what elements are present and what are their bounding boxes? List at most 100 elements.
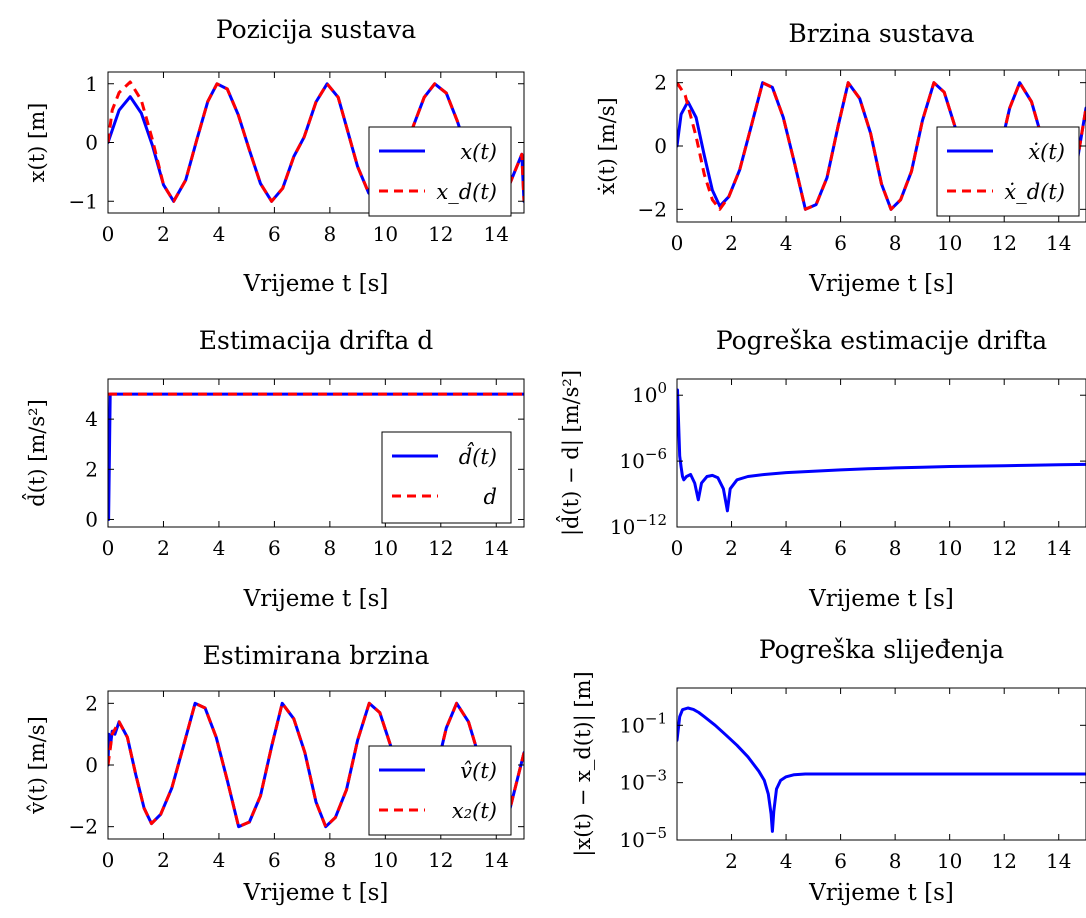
x-tick-label: 6 <box>268 536 281 560</box>
x-tick-label: 10 <box>937 231 962 255</box>
legend: ẋ(t) ẋ_d(t) <box>936 126 1080 217</box>
x-tick-label: 12 <box>428 848 453 872</box>
x-tick-label: 10 <box>373 536 398 560</box>
x-tick-label: 8 <box>889 536 902 560</box>
y-tick-label: 2 <box>85 457 98 481</box>
legend-label: v̂(t) <box>460 759 497 783</box>
y-tick-label: 0 <box>85 131 98 155</box>
x-tick-label: 8 <box>323 222 336 246</box>
x-tick-label: 6 <box>834 849 847 873</box>
chart-drift-error: Pogreška estimacije drifta Vrijeme t [s] |… <box>556 326 1086 612</box>
y-axis-label: |d̂(t) − d| [m/s²] <box>556 370 584 536</box>
legend-label: x_d(t) <box>436 180 497 204</box>
x-tick-label: 4 <box>213 848 226 872</box>
chart-title: Estimacija drifta d <box>199 326 433 355</box>
x-tick-label: 6 <box>268 848 281 872</box>
y-tick-label: 0 <box>654 134 667 158</box>
series-line-2 <box>108 701 524 829</box>
y-tick-label: 10−1 <box>619 709 667 737</box>
plot-area <box>677 706 1086 833</box>
y-axis-label: ẋ(t) [m/s] <box>595 97 619 195</box>
x-axis-label: Vrijeme t [s] <box>808 271 954 297</box>
x-tick-label: 6 <box>834 536 847 560</box>
y-tick-label: 0 <box>85 753 98 777</box>
y-tick-label: −1 <box>69 189 98 213</box>
chart-velocity-estimate: Estimirana brzina Vrijeme t [s] v̂(t) [m/s… <box>25 641 525 906</box>
y-tick-label: 10−12 <box>610 511 667 539</box>
y-tick-label: 2 <box>85 691 98 715</box>
legend-label: ẋ_d(t) <box>1004 180 1065 204</box>
plot-frame <box>676 687 1086 841</box>
x-tick-label: 2 <box>157 536 170 560</box>
x-tick-label: 2 <box>725 849 738 873</box>
chart-drift-estimate: Estimacija drifta d Vrijeme t [s] d̂(t) [m… <box>22 326 525 612</box>
x-tick-label: 12 <box>991 849 1016 873</box>
x-tick-label: 2 <box>725 231 738 255</box>
x-tick-label: 14 <box>484 222 509 246</box>
x-tick-label: 4 <box>780 536 793 560</box>
y-tick-label: 10−6 <box>619 445 667 473</box>
y-tick-label: 4 <box>85 407 98 431</box>
legend-label: d <box>484 485 497 509</box>
x-tick-label: 14 <box>1046 231 1071 255</box>
x-tick-label: 10 <box>373 222 398 246</box>
plot-area <box>677 388 1086 513</box>
x-tick-label: 14 <box>484 848 509 872</box>
chart-title: Brzina sustava <box>788 19 974 48</box>
y-tick-label: 1 <box>85 72 98 96</box>
x-tick-label: 2 <box>157 848 170 872</box>
x-tick-label: 10 <box>937 536 962 560</box>
y-tick-label: 2 <box>654 71 667 95</box>
legend: d̂(t) d <box>381 431 512 524</box>
x-tick-label: 0 <box>102 536 115 560</box>
x-tick-label: 10 <box>937 849 962 873</box>
legend-label: x₂(t) <box>452 799 497 823</box>
x-tick-label: 10 <box>373 848 398 872</box>
legend-box <box>368 126 512 217</box>
y-axis-label: x(t) [m] <box>25 103 49 183</box>
chart-title: Pogreška estimacije drifta <box>716 326 1047 355</box>
x-tick-label: 8 <box>889 231 902 255</box>
chart-velocity: Brzina sustava Vrijeme t [s] ẋ(t) [m/s] 0 2 4… <box>595 19 1086 297</box>
x-tick-label: 2 <box>157 222 170 246</box>
plot-area <box>108 701 524 829</box>
x-axis-label: Vrijeme t [s] <box>808 880 954 906</box>
series-line-2 <box>677 81 1086 211</box>
x-axis-label: Vrijeme t [s] <box>808 586 954 612</box>
x-tick-label: 0 <box>671 231 684 255</box>
x-tick-label: 4 <box>780 231 793 255</box>
plot-area <box>677 81 1086 211</box>
x-tick-label: 0 <box>102 222 115 246</box>
x-tick-label: 12 <box>428 536 453 560</box>
x-axis-label: Vrijeme t [s] <box>243 586 389 612</box>
x-tick-label: 2 <box>725 536 738 560</box>
x-tick-label: 0 <box>671 536 684 560</box>
y-axis-label: v̂(t) [m/s] <box>25 716 49 815</box>
legend-box <box>936 126 1080 217</box>
x-tick-label: 12 <box>428 222 453 246</box>
legend: v̂(t) x₂(t) <box>368 745 512 836</box>
x-tick-label: 12 <box>991 536 1016 560</box>
x-tick-label: 4 <box>213 222 226 246</box>
legend-label: ẋ(t) <box>1028 140 1065 164</box>
y-tick-label: 100 <box>632 379 667 407</box>
legend-label: d̂(t) <box>459 442 497 469</box>
legend-box <box>368 745 512 836</box>
legend-box <box>381 431 512 524</box>
x-tick-label: 14 <box>1046 849 1071 873</box>
y-tick-label: 10−3 <box>619 767 667 795</box>
x-tick-label: 8 <box>323 848 336 872</box>
chart-title: Pozicija sustava <box>216 15 416 44</box>
y-axis-label: |x(t) − x_d(t)| [m] <box>571 671 596 856</box>
x-tick-label: 6 <box>268 222 281 246</box>
y-tick-label: 10−5 <box>619 824 667 852</box>
x-tick-label: 12 <box>991 231 1016 255</box>
chart-title: Estimirana brzina <box>203 641 430 670</box>
y-axis-label: d̂(t) [m/s²] <box>22 399 49 507</box>
plot-frame <box>107 378 525 528</box>
y-tick-label: −2 <box>69 815 98 839</box>
x-tick-label: 14 <box>1046 536 1071 560</box>
x-tick-label: 6 <box>834 231 847 255</box>
legend-label: x(t) <box>460 140 497 164</box>
